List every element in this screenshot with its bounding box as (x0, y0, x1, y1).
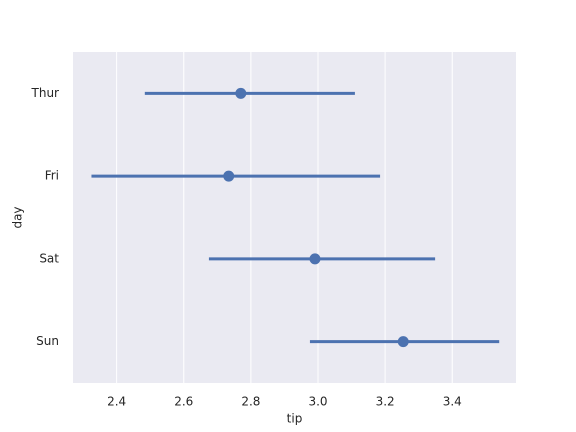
x-tick-label: 3.4 (443, 395, 462, 409)
y-tick-label: Sat (39, 251, 59, 265)
y-tick-label: Sun (36, 334, 59, 348)
point (235, 87, 247, 99)
x-tick-label: 2.4 (107, 395, 126, 409)
x-tick-label: 3.2 (376, 395, 395, 409)
y-axis-label: day (11, 206, 25, 228)
y-tick-label: Fri (45, 169, 59, 183)
point (223, 170, 235, 182)
x-tick-label: 2.8 (241, 395, 260, 409)
point (397, 336, 409, 348)
point (309, 253, 321, 265)
x-tick-label: 2.6 (174, 395, 193, 409)
y-tick-label: Thur (31, 86, 60, 100)
x-axis-label: tip (287, 412, 303, 426)
x-tick-label: 3.0 (308, 395, 327, 409)
plot-area (73, 52, 516, 383)
